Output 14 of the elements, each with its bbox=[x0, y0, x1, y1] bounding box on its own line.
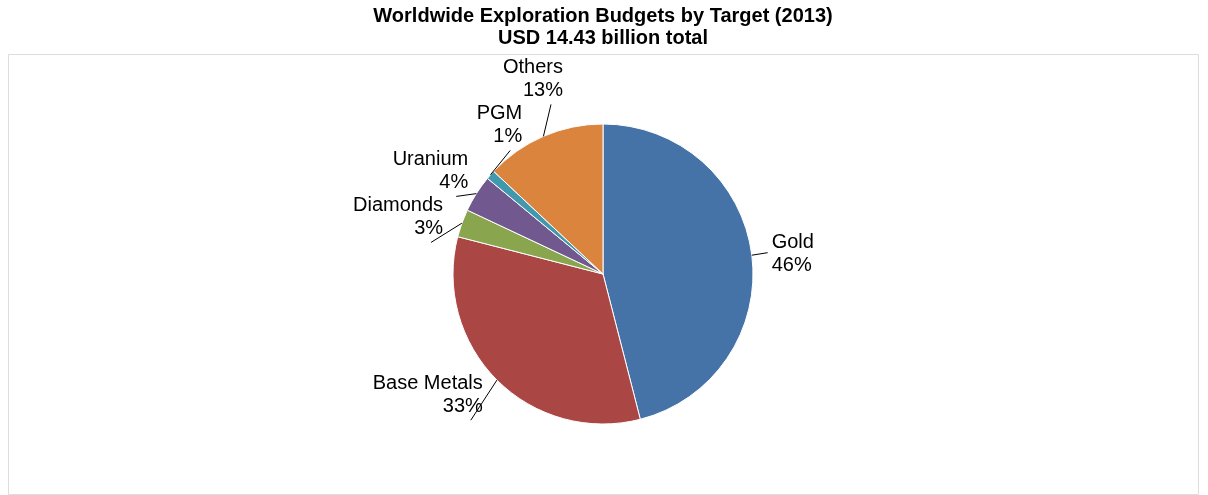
slice-label: Uranium bbox=[392, 147, 469, 170]
data-label: 46% bbox=[771, 252, 812, 275]
data-label: 1% bbox=[493, 124, 523, 147]
slice-label: Gold bbox=[771, 229, 814, 252]
slice-label: Base Metals bbox=[372, 371, 483, 394]
slice-label: Others bbox=[502, 55, 563, 78]
data-label: 4% bbox=[439, 170, 469, 193]
chart-title: Worldwide Exploration Budgets by Target (2013) bbox=[373, 4, 833, 26]
data-label: 13% bbox=[522, 78, 564, 101]
slice-label: PGM bbox=[476, 101, 523, 124]
data-label: 3% bbox=[414, 216, 444, 239]
data-label: 33% bbox=[442, 394, 484, 417]
slice-label: Diamonds bbox=[353, 193, 444, 216]
chart-subtitle: USD 14.43 billion total bbox=[497, 26, 709, 48]
